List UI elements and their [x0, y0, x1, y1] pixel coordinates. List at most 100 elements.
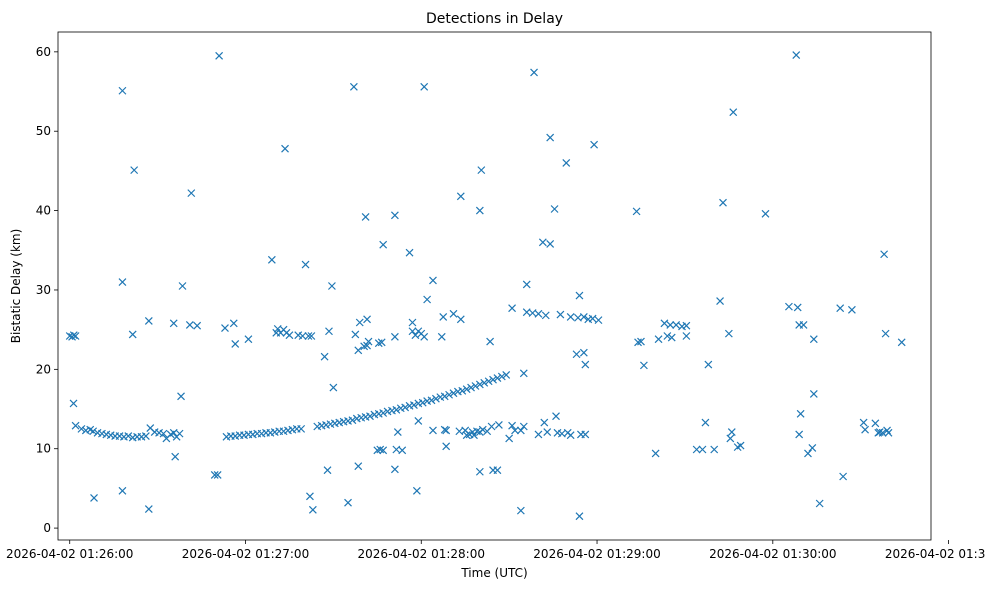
x-tick-label: 2026-04-02 01:28:00 — [358, 547, 485, 561]
data-point — [861, 425, 870, 434]
data-point — [210, 470, 219, 479]
data-point — [90, 494, 98, 502]
data-point — [69, 331, 78, 340]
data-point — [411, 331, 420, 340]
data-point — [486, 337, 495, 346]
data-point — [462, 431, 471, 440]
data-point — [839, 472, 848, 481]
data-point — [471, 382, 480, 390]
data-point — [575, 512, 584, 521]
y-tick-label: 0 — [43, 521, 51, 535]
data-point — [637, 337, 645, 346]
data-point — [390, 465, 399, 474]
data-point — [178, 282, 187, 290]
x-tick-label: 2026-04-02 01:31:00 — [885, 547, 986, 561]
data-point — [663, 332, 672, 340]
data-point — [221, 324, 229, 332]
data-point — [556, 310, 565, 319]
data-point — [522, 280, 531, 289]
data-point — [470, 431, 478, 440]
data-point — [298, 332, 307, 340]
data-point — [144, 317, 153, 325]
data-point — [572, 350, 581, 359]
data-point — [897, 338, 906, 347]
data-point — [349, 82, 358, 91]
data-point — [285, 331, 294, 340]
data-point — [475, 206, 484, 215]
data-point — [724, 329, 733, 338]
data-point — [847, 305, 856, 314]
y-tick-label: 30 — [36, 283, 51, 297]
data-point — [809, 390, 818, 398]
data-point — [307, 332, 316, 340]
data-point — [213, 470, 222, 479]
data-point — [118, 278, 127, 286]
data-point — [304, 332, 313, 340]
data-point — [799, 320, 808, 329]
data-point — [412, 486, 421, 495]
data-point — [566, 313, 575, 321]
data-point — [355, 318, 364, 327]
data-point — [325, 327, 333, 336]
data-point — [462, 385, 471, 394]
data-point — [588, 314, 597, 323]
data-point — [141, 432, 150, 440]
data-point — [281, 144, 289, 153]
data-point — [354, 462, 363, 471]
data-point — [884, 428, 893, 437]
data-point — [379, 240, 388, 249]
data-point — [667, 333, 676, 342]
data-point — [579, 348, 588, 357]
data-point — [546, 133, 555, 142]
data-point — [552, 412, 560, 421]
data-point — [478, 425, 487, 434]
data-point — [808, 444, 817, 452]
data-point — [726, 434, 735, 443]
data-point — [878, 428, 887, 437]
data-point — [581, 360, 590, 369]
data-point — [71, 332, 80, 340]
data-point — [792, 51, 801, 59]
data-point — [575, 291, 584, 300]
data-point — [489, 375, 497, 384]
data-point — [215, 51, 224, 60]
data-point — [487, 422, 496, 431]
data-point — [440, 392, 449, 401]
data-point — [516, 426, 525, 435]
data-point — [546, 240, 555, 248]
data-point — [590, 140, 599, 149]
data-point — [475, 380, 484, 389]
data-point — [363, 315, 371, 324]
x-tick-label: 2026-04-02 01:29:00 — [533, 547, 660, 561]
data-point — [297, 424, 306, 433]
data-point — [519, 369, 528, 378]
data-point — [177, 392, 185, 401]
data-point — [530, 68, 538, 77]
data-point — [427, 396, 436, 405]
data-point — [379, 446, 388, 455]
data-point — [494, 420, 503, 429]
data-point — [390, 332, 399, 341]
data-point — [418, 398, 427, 407]
data-point — [390, 211, 399, 220]
data-point — [89, 427, 98, 436]
data-point — [534, 430, 543, 439]
data-point — [594, 316, 603, 325]
data-point — [71, 421, 80, 430]
data-point — [581, 430, 590, 439]
data-point — [875, 428, 884, 436]
data-point — [128, 330, 137, 339]
data-point — [534, 309, 543, 318]
data-point — [493, 374, 502, 382]
data-point — [364, 337, 373, 346]
data-point — [77, 424, 86, 433]
data-point — [710, 445, 719, 454]
data-point — [420, 82, 429, 91]
data-point — [804, 449, 812, 458]
data-point — [449, 309, 458, 318]
data-point — [682, 332, 691, 340]
data-point — [761, 209, 770, 218]
data-point — [373, 446, 382, 455]
data-point — [881, 329, 890, 338]
